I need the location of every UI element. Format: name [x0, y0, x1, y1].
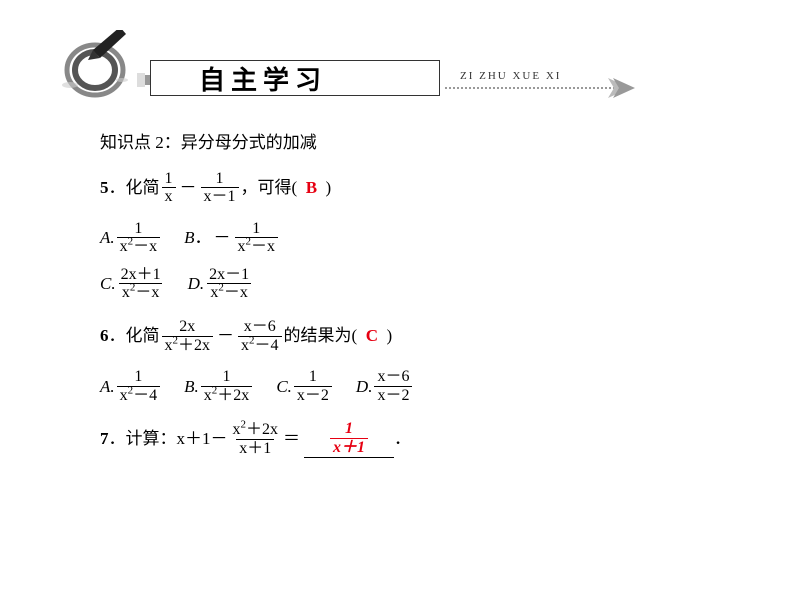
- title-pinyin: ZI ZHU XUE XI: [460, 70, 561, 82]
- q5-optB-frac: 1 x2－x: [235, 220, 279, 256]
- q7-eq: ＝: [283, 426, 300, 452]
- q7-answer-frac: 1 x＋1: [330, 420, 368, 456]
- q6-stem: 6 ．化简 2x x2＋2x － x－6 x2－4 的结果为( C ): [100, 318, 680, 354]
- q6-answer: C: [366, 323, 378, 349]
- q5-end: ): [326, 175, 332, 201]
- q5-answer: B: [306, 175, 317, 201]
- q6-mid: 的结果为(: [284, 323, 358, 349]
- q7-frac-num: x2＋2x: [230, 421, 282, 439]
- q5-optD-label: D.: [188, 271, 205, 297]
- q5-optC-label: C.: [100, 271, 116, 297]
- q6-b-den: x2－4: [238, 336, 282, 355]
- q6-frac-a: 2x x2＋2x: [162, 318, 214, 354]
- q5-optC-den: x2－x: [119, 283, 163, 302]
- q5-optB-den: x2－x: [235, 237, 279, 256]
- q5-optB-neg: －: [214, 225, 231, 251]
- q7-frac: x2＋2x x＋1: [230, 421, 282, 457]
- q5-optA-den: x2－x: [117, 237, 161, 256]
- q5-stem: 5 ．化简 1 x － 1 x－1 ，可得( B ): [100, 170, 680, 206]
- q5-frac-a: 1 x: [162, 170, 176, 206]
- q5-optC-frac: 2x＋1 x2－x: [118, 266, 164, 302]
- q6-optB-label: B.: [184, 374, 199, 400]
- q6-optA-frac: 1 x2－4: [117, 368, 161, 404]
- q6-optB-frac: 1 x2＋2x: [201, 368, 253, 404]
- q6-frac-b: x－6 x2－4: [238, 318, 282, 354]
- title-bar: 自主学习: [150, 60, 440, 96]
- section-heading: 知识点 2：异分母分式的加减: [100, 130, 680, 156]
- content: 知识点 2：异分母分式的加减 5 ．化简 1 x － 1 x－1 ，可得( B …: [100, 130, 680, 468]
- q6-end: ): [386, 323, 392, 349]
- header: 自主学习 ZI ZHU XUE XI: [60, 45, 740, 105]
- title-text: 自主学习: [199, 60, 327, 97]
- q5-prefix: ．化简: [109, 175, 160, 201]
- q5-label: 5: [100, 178, 109, 197]
- q5-opts-row2: C. 2x＋1 x2－x D. 2x－1 x2－x: [100, 266, 680, 302]
- q6-prefix: ．化简: [109, 323, 160, 349]
- q5-op: －: [180, 175, 197, 201]
- q6-optB-den: x2＋2x: [201, 386, 253, 405]
- q7-label: 7: [100, 429, 109, 448]
- q5-optA-label: A.: [100, 225, 115, 251]
- q6-optC-frac: 1 x－2: [294, 368, 332, 404]
- q7-blank: 1 x＋1: [304, 420, 394, 457]
- q6-optD-label: D.: [356, 374, 373, 400]
- q6-optD-frac: x－6 x－2: [374, 368, 412, 404]
- q5-optB-label: B: [184, 225, 194, 251]
- q7-dot: ．: [394, 426, 411, 452]
- q5-optD-den: x2－x: [207, 283, 251, 302]
- q5-frac-b: 1 x－1: [201, 170, 239, 206]
- q6-optA-label: A.: [100, 374, 115, 400]
- q5-optA-frac: 1 x2－x: [117, 220, 161, 256]
- q6-optC-label: C.: [276, 374, 292, 400]
- logo-icon: [60, 30, 130, 100]
- q5-optD-frac: 2x－1 x2－x: [206, 266, 252, 302]
- q6-label: 6: [100, 326, 109, 345]
- arrow-line-icon: [445, 87, 625, 89]
- q6-op: －: [217, 323, 234, 349]
- q6-opts-row: A. 1 x2－4 B. 1 x2＋2x C. 1 x－2 D. x－6 x－2: [100, 368, 680, 404]
- q7-stem: 7 ．计算：x＋1－ x2＋2x x＋1 ＝ 1 x＋1 ．: [100, 420, 680, 457]
- q6-a-den: x2＋2x: [162, 336, 214, 355]
- q7-prefix: ．计算：x＋1－: [109, 426, 228, 452]
- heading-text: 知识点 2：异分母分式的加减: [100, 130, 317, 156]
- q5-opts-row1: A. 1 x2－x B． － 1 x2－x: [100, 220, 680, 256]
- q5-mid: ，可得(: [241, 175, 298, 201]
- q6-optA-den: x2－4: [117, 386, 161, 405]
